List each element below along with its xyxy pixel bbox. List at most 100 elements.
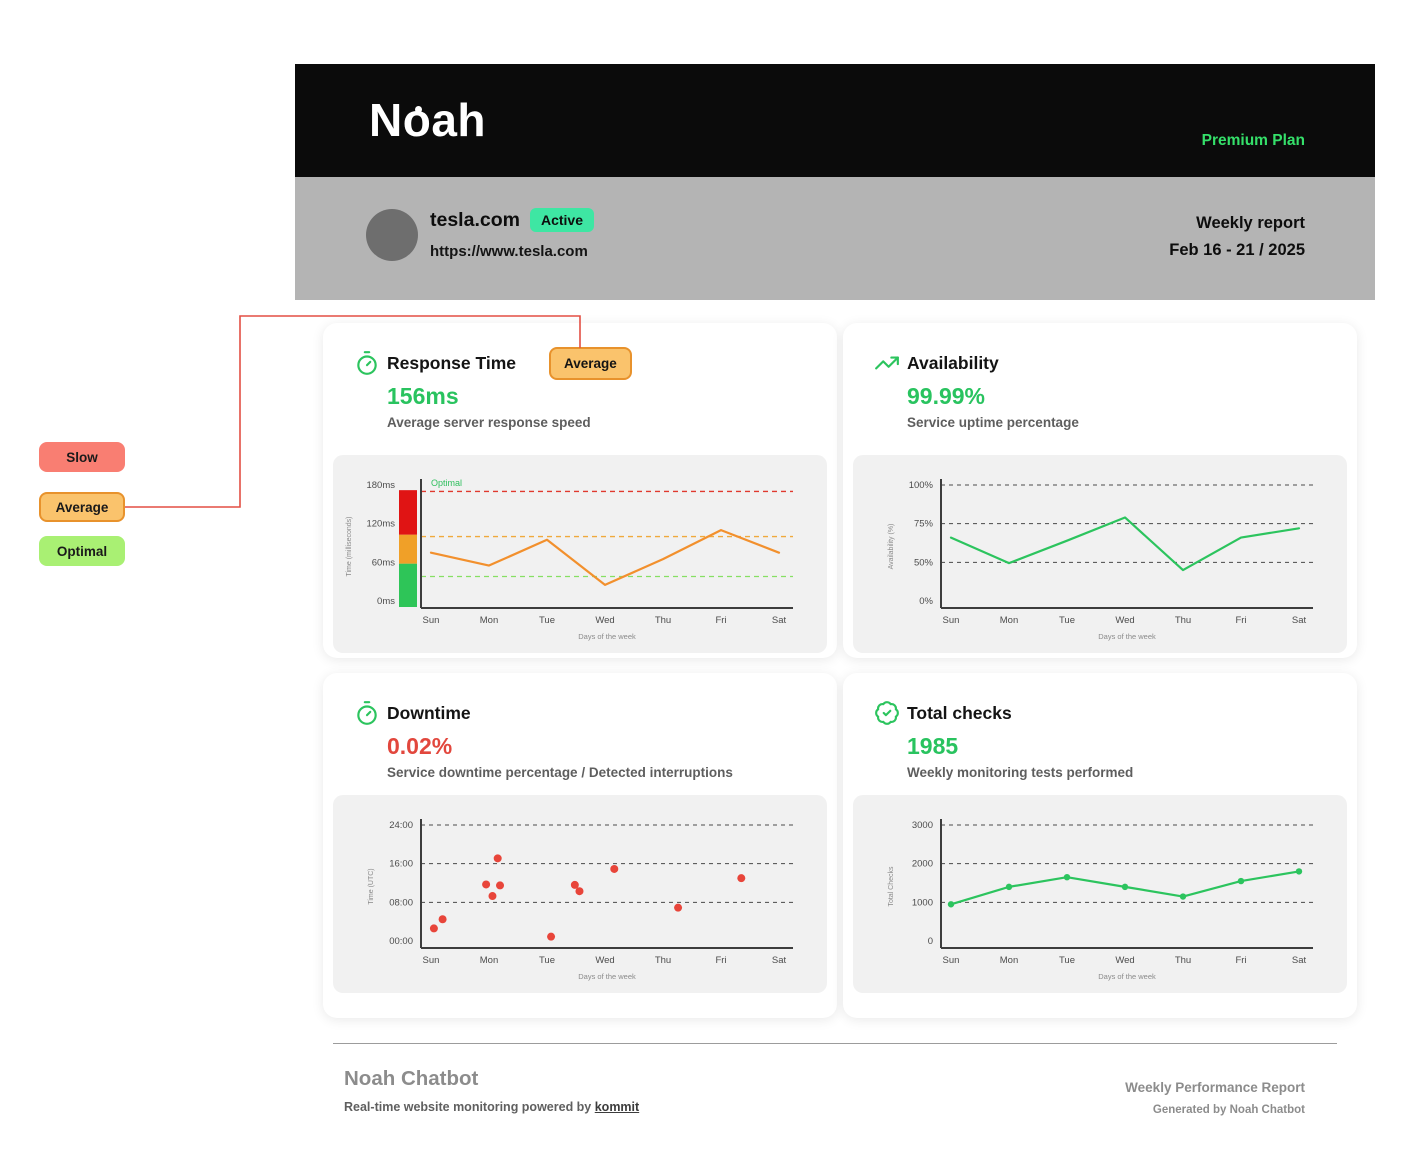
footer-brand: Noah Chatbot [344,1067,479,1090]
svg-text:180ms: 180ms [366,480,395,491]
svg-text:Fri: Fri [715,955,726,966]
card-downtime: Downtime 0.02% Service downtime percenta… [323,673,837,1018]
legend-pill-average-label: Average [55,499,109,515]
svg-text:Thu: Thu [655,955,671,966]
svg-text:Time (milliseconds): Time (milliseconds) [346,516,353,576]
site-url: https://www.tesla.com [430,243,588,260]
response-time-chart-box: 0ms 60ms 120ms 180ms Sun Mon Tue Wed Thu Fri Sat Da… [333,455,827,653]
report-meta: Weekly report Feb 16 - 21 / 2025 [1169,214,1305,260]
availability-chart-box: 0% 50% 75% 100% Sun Mon Tue Wed Thu Fri Sat Days of… [853,455,1347,653]
footer-tagline: Real-time website monitoring powered by … [344,1100,639,1114]
total-checks-chart-box: 0 1000 2000 3000 Sun Mon Tue Wed Thu Fri Sat Days o… [853,795,1347,993]
card-title-total-checks: Total checks [907,703,1012,723]
svg-text:60ms: 60ms [372,557,395,568]
svg-text:Fri: Fri [1235,615,1246,626]
svg-text:Days of the week: Days of the week [578,632,636,641]
total-checks-value: 1985 [907,733,959,759]
svg-text:2000: 2000 [912,859,933,870]
svg-text:Mon: Mon [480,615,498,626]
svg-text:Fri: Fri [1235,955,1246,966]
downtime-value: 0.02% [387,733,453,759]
noah-logo: Noah [369,97,486,143]
svg-text:Tue: Tue [539,955,555,966]
footer-right-block: Weekly Performance Report Generated by N… [1125,1080,1305,1116]
card-total-checks: Total checks 1985 Weekly monitoring test… [843,673,1357,1018]
availability-subtitle: Service uptime percentage [907,415,1079,430]
svg-text:Availability (%): Availability (%) [888,524,895,570]
report-period: Feb 16 - 21 / 2025 [1169,241,1305,259]
svg-text:Days of the week: Days of the week [578,972,636,981]
card-response-time: Response Time Average 156ms Average serv… [323,323,837,658]
site-avatar [366,209,418,261]
status-badge: Active [529,208,594,232]
svg-text:120ms: 120ms [366,519,395,530]
report-header: Noah Premium Plan [295,64,1375,177]
footer-divider [333,1043,1337,1044]
legend-pill-optimal-label: Optimal [56,543,108,559]
svg-text:Tue: Tue [539,615,555,626]
svg-text:Wed: Wed [595,615,614,626]
svg-text:08:00: 08:00 [389,897,413,908]
kommit-link[interactable]: kommit [594,1100,640,1114]
downtime-subtitle: Service downtime percentage / Detected i… [387,765,733,780]
footer-report-title: Weekly Performance Report [1125,1080,1305,1095]
svg-text:16:00: 16:00 [389,859,413,870]
site-title-row: tesla.com Active [430,208,594,232]
total-checks-chart: 0 1000 2000 3000 Sun Mon Tue Wed Thu Fri Sat Days o… [888,819,1313,981]
svg-text:3000: 3000 [912,820,933,831]
trending-up-icon [874,350,900,376]
svg-text:Wed: Wed [595,955,614,966]
svg-text:Wed: Wed [1115,955,1134,966]
footer-generated-by: Generated by Noah Chatbot [1152,1104,1305,1116]
card-title-availability: Availability [907,353,999,373]
svg-text:Fri: Fri [715,615,726,626]
badge-check-icon [874,700,900,726]
total-checks-subtitle: Weekly monitoring tests performed [907,765,1134,780]
card-title-downtime: Downtime [387,703,471,723]
svg-text:Wed: Wed [1115,615,1134,626]
downtime-chart-box: 00:00 08:00 16:00 24:00 Sun Mon Tue Wed Thu Fri Sa… [333,795,827,993]
svg-text:Mon: Mon [480,955,498,966]
stopwatch-icon [354,350,380,376]
report-title: Weekly report [1196,214,1305,232]
svg-text:Sat: Sat [1292,955,1307,966]
response-time-chart: 0ms 60ms 120ms 180ms Sun Mon Tue Wed Thu Fri Sat Da… [346,478,793,641]
svg-text:0: 0 [928,936,933,947]
svg-text:Days of the week: Days of the week [1098,632,1156,641]
svg-text:75%: 75% [914,519,934,530]
weekly-report: Noah Premium Plan tesla.com Active https… [295,64,1375,1145]
svg-text:Sun: Sun [423,615,440,626]
response-time-subtitle: Average server response speed [387,415,591,430]
svg-text:Mon: Mon [1000,955,1018,966]
card-title-response-time: Response Time [387,353,517,373]
svg-text:Mon: Mon [1000,615,1018,626]
svg-text:0%: 0% [919,596,933,607]
legend-pill-slow: Slow [39,442,125,472]
svg-text:Thu: Thu [1175,615,1191,626]
response-grade-badge: Average [549,347,632,380]
svg-text:Sat: Sat [1292,615,1307,626]
svg-text:Thu: Thu [1175,955,1191,966]
svg-text:Sun: Sun [423,955,440,966]
noah-logo-text: Noah [369,94,486,146]
stopwatch-icon [354,700,380,726]
availability-value: 99.99% [907,383,986,409]
downtime-chart: 00:00 08:00 16:00 24:00 Sun Mon Tue Wed Thu Fri Sa… [368,819,793,981]
svg-text:00:00: 00:00 [389,936,413,947]
availability-chart: 0% 50% 75% 100% Sun Mon Tue Wed Thu Fri Sat Days of… [888,479,1313,641]
site-domain: tesla.com [430,208,520,231]
legend-pill-average: Average [39,492,125,522]
svg-text:100%: 100% [909,480,934,491]
svg-text:Days of the week: Days of the week [1098,972,1156,981]
svg-text:Time (UTC): Time (UTC) [368,868,375,904]
svg-text:Total Checks: Total Checks [888,866,895,907]
svg-text:24:00: 24:00 [389,820,413,831]
card-availability: Availability 99.99% Service uptime perce… [843,323,1357,658]
legend-pill-slow-label: Slow [66,449,98,465]
logo-dot [415,106,422,113]
site-banner: tesla.com Active https://www.tesla.com W… [295,177,1375,300]
svg-text:Sun: Sun [943,955,960,966]
footer-tagline-text: Real-time website monitoring powered by [344,1100,595,1114]
legend-pill-optimal: Optimal [39,536,125,566]
